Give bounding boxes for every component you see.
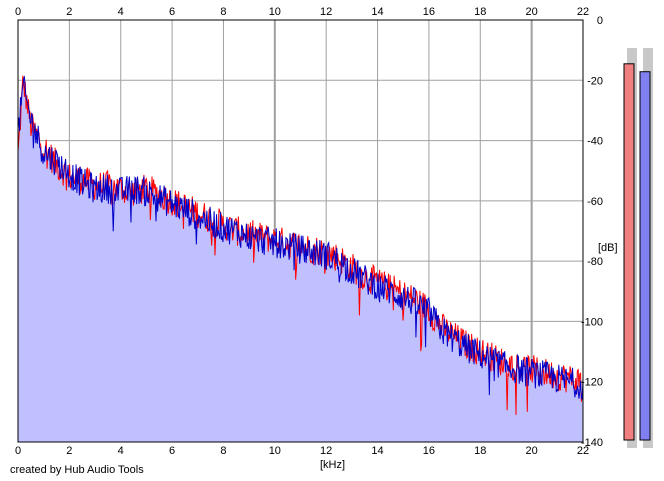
- x-tick-label-top: 8: [220, 6, 226, 18]
- footer-credit: created by Hub Audio Tools: [10, 464, 144, 476]
- x-tick-label-top: 20: [526, 6, 538, 18]
- x-tick-label-bottom: 18: [474, 445, 486, 457]
- x-tick-label-top: 2: [66, 6, 72, 18]
- level-meters: [623, 48, 653, 448]
- y-tick-label: -40: [587, 136, 603, 148]
- x-tick-label-bottom: 14: [371, 445, 383, 457]
- level-meter-left: [623, 63, 635, 441]
- level-meter-right: [639, 71, 651, 441]
- x-tick-label-bottom: 4: [118, 445, 124, 457]
- y-tick-label: -20: [587, 75, 603, 87]
- x-tick-label-top: 4: [118, 6, 124, 18]
- x-tick-label-bottom: 0: [15, 445, 21, 457]
- plot-border: [17, 19, 584, 443]
- spectrum-series: [17, 75, 584, 442]
- x-tick-label-bottom: 10: [269, 445, 281, 457]
- x-tick-label-bottom: 6: [169, 445, 175, 457]
- x-tick-label-top: 6: [169, 6, 175, 18]
- x-tick-label-bottom: 22: [577, 445, 589, 457]
- y-tick-label: -140: [581, 437, 603, 449]
- x-tick-label-bottom: 8: [220, 445, 226, 457]
- y-tick-label: -80: [587, 256, 603, 268]
- x-tick-label-bottom: 16: [423, 445, 435, 457]
- y-tick-label: -100: [581, 316, 603, 328]
- x-tick-label-top: 0: [15, 6, 21, 18]
- x-tick-label-top: 16: [423, 6, 435, 18]
- y-tick-label: -60: [587, 196, 603, 208]
- x-tick-label-bottom: 12: [320, 445, 332, 457]
- x-tick-label-top: 10: [269, 6, 281, 18]
- y-axis-label: [dB]: [598, 242, 618, 254]
- x-tick-label-top: 22: [577, 6, 589, 18]
- x-tick-label-top: 18: [474, 6, 486, 18]
- series-line-right: [17, 75, 584, 400]
- y-tick-label: 0: [597, 15, 603, 27]
- y-tick-label: -120: [581, 377, 603, 389]
- x-tick-label-bottom: 2: [66, 445, 72, 457]
- x-axis-bottom: 0 2 4 6 8 10 12 14 16 18 20 22: [15, 445, 589, 457]
- x-axis-top: 0 2 4 6 8 10 12 14 16 18 20 22: [15, 6, 589, 18]
- y-axis-right: 0 -20 -40 -60 -80 -100 -120 -140: [581, 15, 603, 449]
- x-axis-label: [kHz]: [320, 459, 345, 471]
- x-tick-label-top: 12: [320, 6, 332, 18]
- plot-frame: [17, 19, 584, 443]
- x-tick-label-top: 14: [371, 6, 383, 18]
- x-tick-label-bottom: 20: [526, 445, 538, 457]
